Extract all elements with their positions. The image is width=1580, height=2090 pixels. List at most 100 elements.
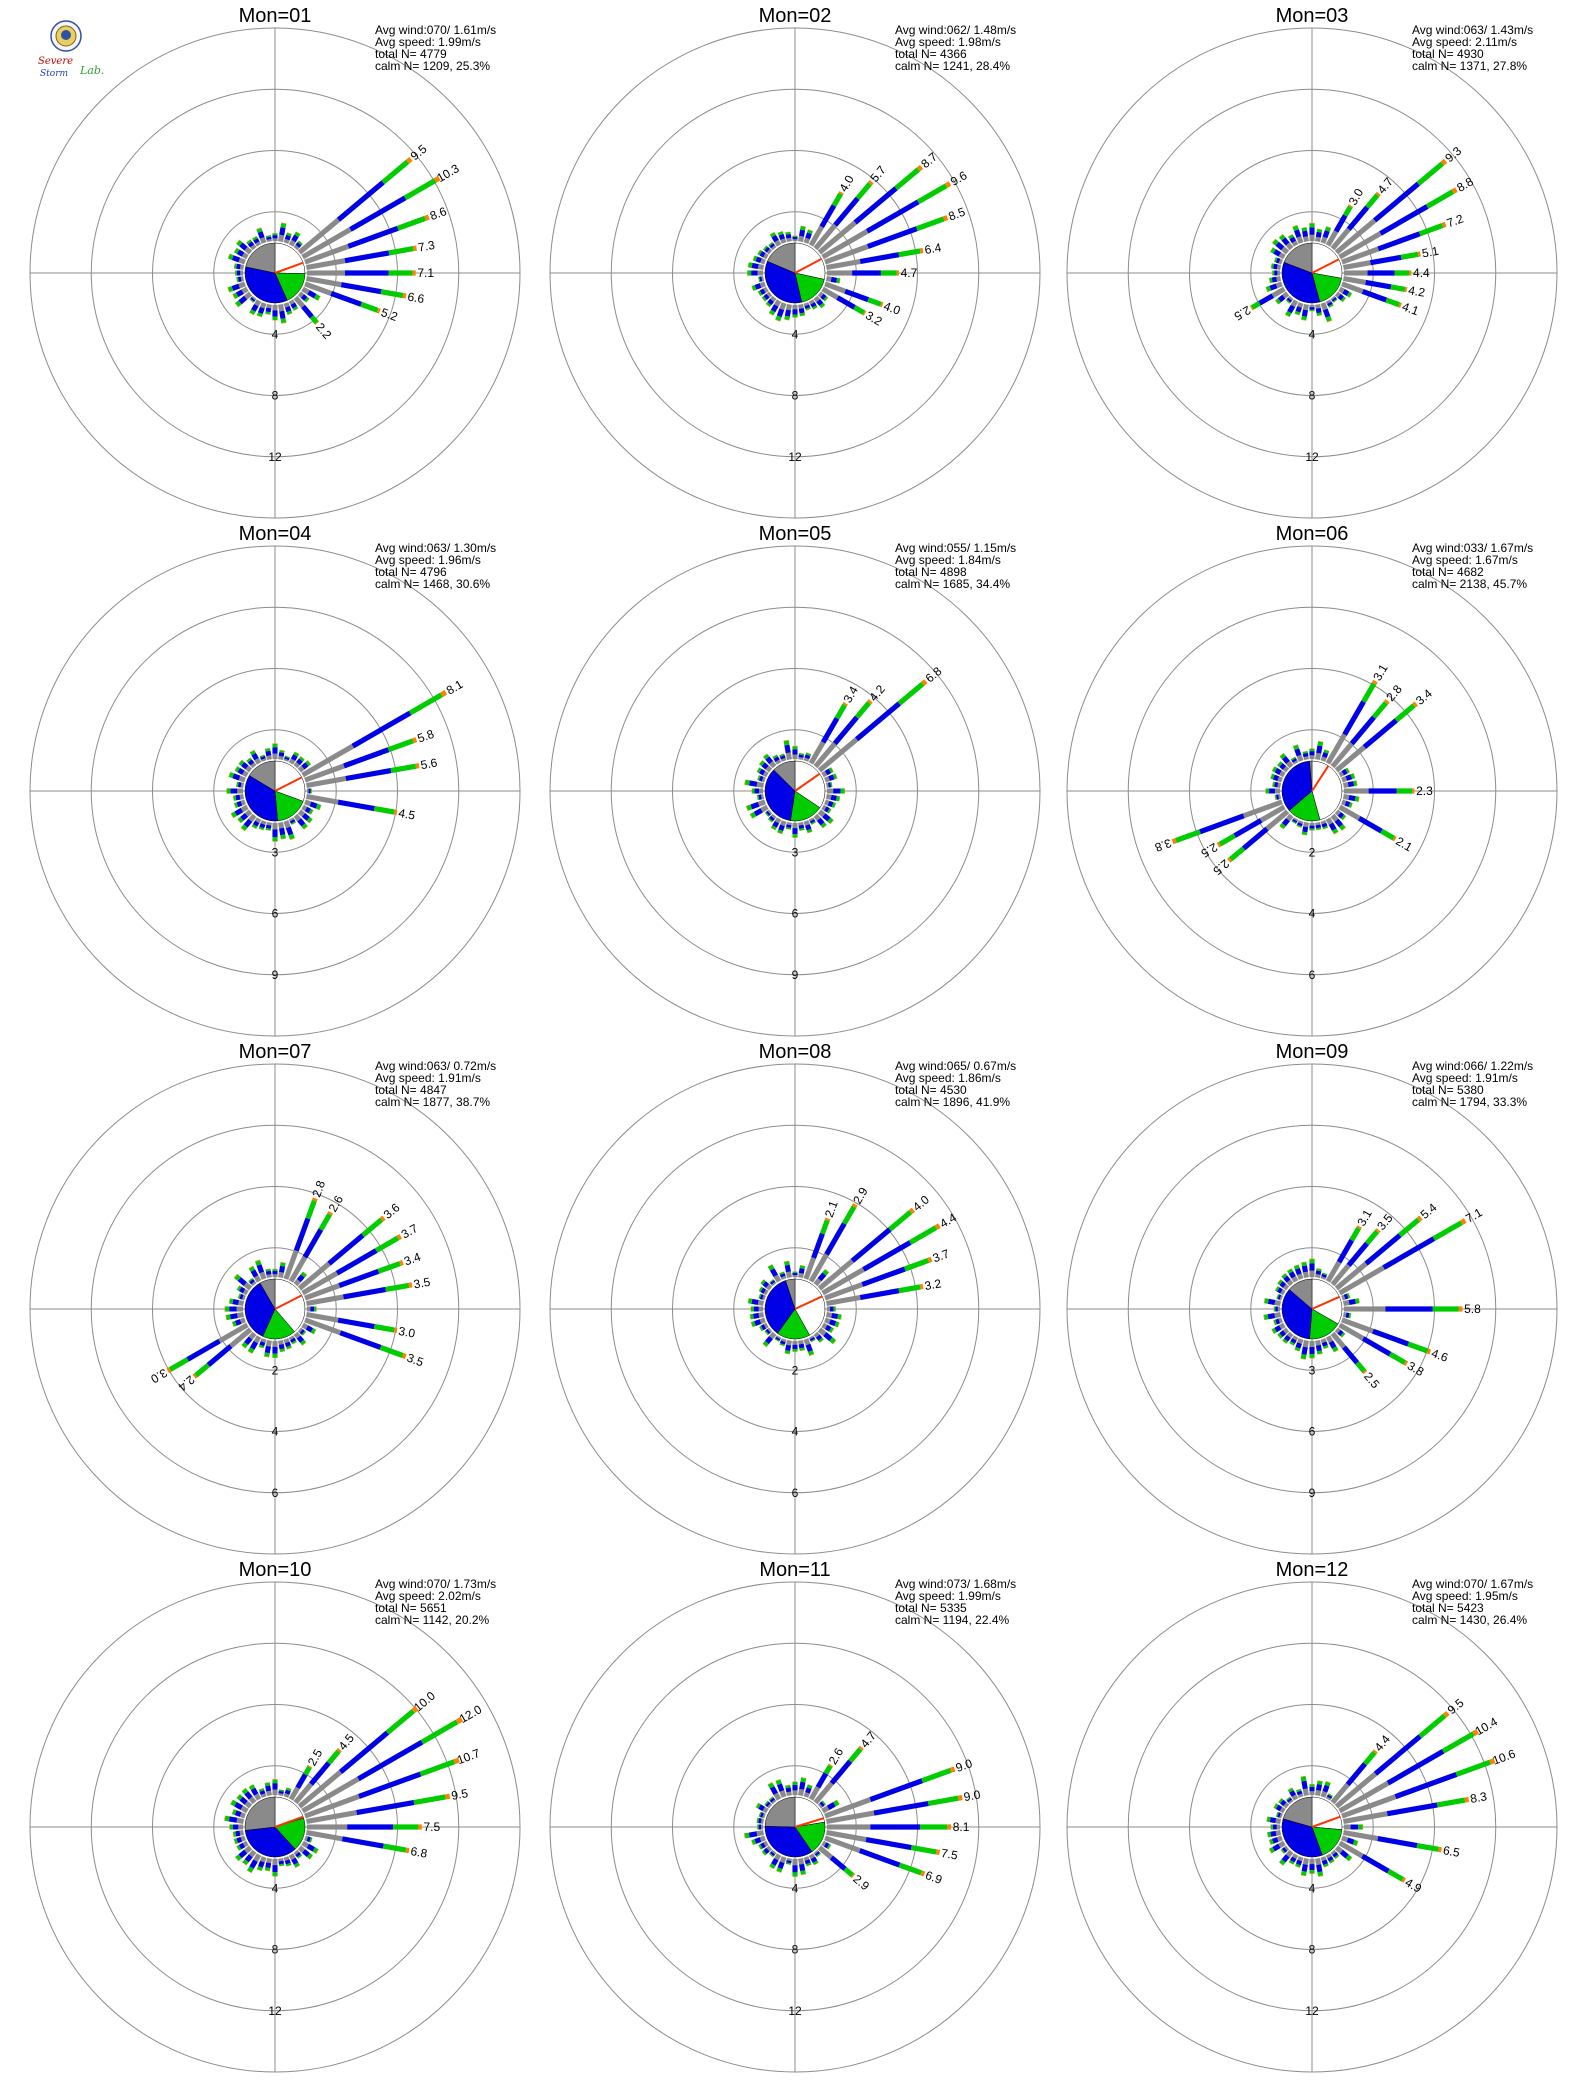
speed-bin-bar	[1341, 1317, 1374, 1334]
speed-bin-bar	[290, 1337, 297, 1343]
calm-pie-sector	[244, 266, 288, 304]
speed-bin-bar	[218, 1322, 249, 1344]
speed-bin-bar	[1228, 846, 1246, 862]
speed-bin-bar	[237, 1293, 240, 1299]
speed-bin-bar	[259, 1789, 266, 1796]
speed-bin-bar	[1266, 1832, 1269, 1838]
speed-bin-bar	[227, 286, 234, 293]
chart-title: Mon=12	[1276, 1559, 1349, 1581]
speed-bin-bar	[759, 251, 766, 258]
speed-bin-bar	[748, 262, 753, 268]
speed-bin-bar	[1285, 242, 1294, 251]
speed-bin-bar	[826, 270, 853, 276]
speed-bin-bar	[1300, 1775, 1306, 1778]
speed-bin-bar	[776, 1335, 782, 1340]
speed-bin-bar	[821, 304, 826, 309]
speed-bin-bar	[258, 1344, 265, 1349]
speed-bin-bar	[764, 1800, 769, 1806]
speed-bin-bar	[249, 298, 255, 303]
speed-bin-bar	[230, 1799, 237, 1807]
speed-bin-bar	[1276, 1293, 1280, 1300]
speed-bin-bar	[304, 281, 333, 296]
speed-bin-bar	[1291, 1275, 1299, 1283]
speed-bin-bar	[278, 1271, 284, 1279]
speed-bin-bar	[851, 1203, 858, 1209]
speed-bin-bar	[1281, 237, 1290, 246]
calm-pie-sector	[1311, 1796, 1343, 1830]
ring-tick-label: 6	[272, 1486, 279, 1500]
speed-bin-bar	[418, 1824, 422, 1830]
speed-bin-bar	[1315, 1344, 1322, 1352]
speed-bin-bar	[256, 227, 263, 233]
speed-bin-bar	[249, 299, 254, 303]
speed-bin-bar	[1342, 1299, 1350, 1306]
speed-bin-bar	[1392, 835, 1397, 842]
speed-bin-bar	[1407, 1341, 1429, 1354]
speed-bin-bar	[1275, 1318, 1281, 1325]
speed-bin-bar	[237, 782, 242, 788]
speed-bin-bar	[237, 819, 241, 824]
speed-bin-bar	[288, 299, 295, 306]
speed-bin-bar	[1285, 300, 1290, 304]
speed-bin-bar	[1362, 1369, 1368, 1375]
speed-bin-bar	[762, 1806, 769, 1814]
speed-bin-bar	[760, 1279, 766, 1286]
speed-bin-bar	[833, 1306, 836, 1312]
speed-bin-bar	[266, 1790, 272, 1797]
speed-bin-bar	[272, 1357, 278, 1358]
speed-bin-bar	[291, 822, 297, 825]
ring-tick-label: 2	[792, 1363, 799, 1377]
speed-bin-bar	[757, 290, 763, 296]
speed-bin-bar	[829, 1337, 836, 1344]
speed-bin-bar	[297, 1854, 303, 1859]
stats-line: Avg wind:063/ 1.30m/s	[375, 541, 496, 555]
speed-bin-bar	[1297, 820, 1304, 824]
speed-bin-bar	[309, 819, 313, 824]
speed-bin-bar	[867, 699, 873, 705]
speed-bin-bar	[1289, 1790, 1297, 1797]
speed-bin-bar	[1266, 1816, 1268, 1822]
speed-bin-bar	[1273, 257, 1276, 262]
speed-bin-bar	[1379, 204, 1429, 236]
speed-bin-bar	[241, 1294, 246, 1301]
speed-bin-bar	[780, 1338, 787, 1343]
speed-bin-bar	[785, 231, 791, 233]
speed-bin-bar	[800, 1265, 806, 1267]
speed-bin-bar	[769, 815, 775, 822]
speed-bin-bar	[769, 1785, 778, 1796]
speed-bin-bar	[237, 767, 245, 775]
speed-bin-bar	[761, 1851, 766, 1856]
speed-bin-bar	[1301, 831, 1308, 836]
speed-bin-bar	[1348, 1313, 1352, 1319]
speed-bin-bar	[824, 1324, 832, 1332]
speed-bin-bar	[226, 788, 227, 794]
speed-bin-bar	[247, 1866, 254, 1873]
speed-bin-bar	[1342, 298, 1347, 303]
speed-bin-bar	[237, 816, 244, 823]
speed-bin-bar	[810, 1338, 816, 1343]
speed-bin-bar	[1309, 822, 1315, 826]
speed-bin-bar	[1270, 1824, 1273, 1830]
speed-bin-bar	[870, 1824, 920, 1830]
speed-bin-bar	[240, 1805, 249, 1814]
speed-bin-bar	[292, 1341, 297, 1345]
speed-bin-bar	[786, 237, 792, 243]
speed-bin-bar	[1267, 1298, 1276, 1305]
speed-bin-bar	[250, 1787, 259, 1796]
speed-bin-bar	[1271, 276, 1278, 283]
speed-bin-bar	[762, 245, 767, 250]
speed-bin-bar	[266, 821, 272, 826]
speed-bin-bar	[290, 821, 297, 825]
calm-pie-sector	[245, 242, 276, 274]
speed-bin-bar	[760, 1279, 764, 1284]
speed-bin-bar	[1339, 1849, 1349, 1859]
speed-bin-bar	[834, 1321, 840, 1328]
speed-bin-bar	[279, 1863, 285, 1867]
frequency-label: 5.6	[420, 755, 439, 772]
stats-line: Avg speed: 1.99m/s	[895, 1589, 1001, 1603]
speed-bin-bar	[265, 748, 271, 752]
mean-wind-vector	[1311, 1815, 1341, 1828]
speed-bin-bar	[1300, 1776, 1307, 1782]
